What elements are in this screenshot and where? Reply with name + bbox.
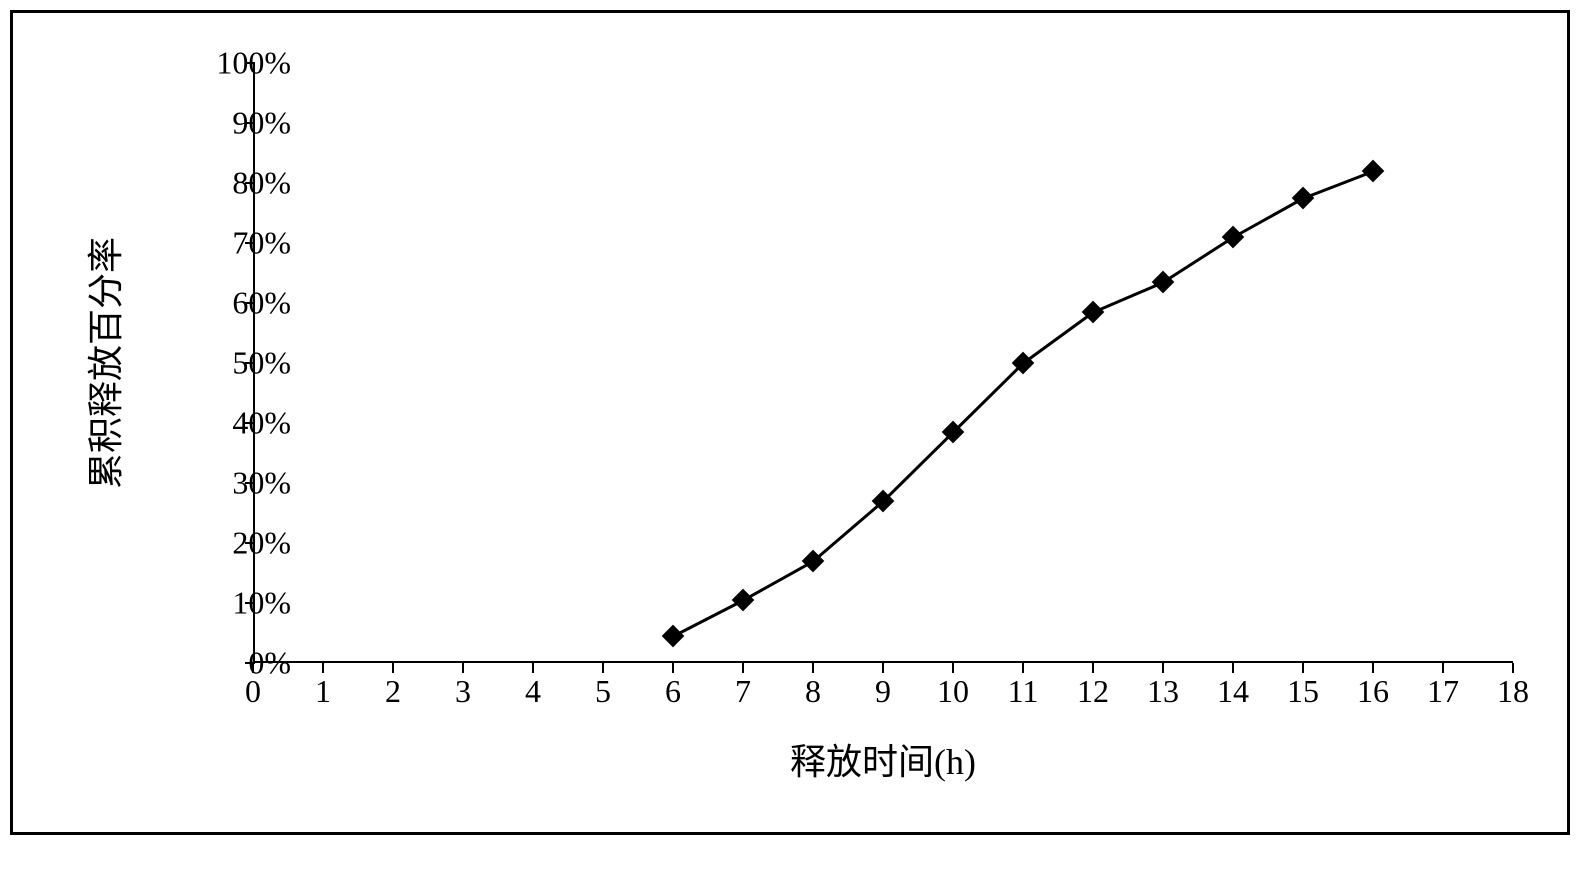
y-tick-label: 60% xyxy=(171,285,291,322)
x-tick-label: 9 xyxy=(875,673,891,710)
x-tick-mark xyxy=(602,663,604,673)
x-tick-label: 15 xyxy=(1287,673,1319,710)
y-tick-mark xyxy=(245,182,255,184)
plot-area xyxy=(253,63,1513,663)
x-tick-label: 3 xyxy=(455,673,471,710)
y-tick-label: 70% xyxy=(171,225,291,262)
y-tick-label: 100% xyxy=(171,45,291,82)
y-tick-mark xyxy=(245,542,255,544)
x-tick-mark xyxy=(672,663,674,673)
x-tick-mark xyxy=(1512,663,1514,673)
x-tick-label: 17 xyxy=(1427,673,1459,710)
x-tick-label: 4 xyxy=(525,673,541,710)
y-tick-label: 30% xyxy=(171,465,291,502)
y-tick-label: 0% xyxy=(171,645,291,682)
y-tick-label: 90% xyxy=(171,105,291,142)
y-tick-mark xyxy=(245,362,255,364)
y-tick-label: 80% xyxy=(171,165,291,202)
x-tick-mark xyxy=(532,663,534,673)
x-tick-mark xyxy=(812,663,814,673)
y-tick-mark xyxy=(245,422,255,424)
chart-border: 累积释放百分率 释放时间(h) 0% 10% 20% 30% 40% 50% 60% 70% 8… xyxy=(10,10,1570,835)
x-tick-label: 13 xyxy=(1147,673,1179,710)
y-axis-label: 累积释放百分率 xyxy=(77,237,129,489)
y-tick-mark xyxy=(245,602,255,604)
chart-container: 累积释放百分率 释放时间(h) 0%10%20%30%40%50%60%70%8… xyxy=(123,33,1563,833)
x-tick-label: 10 xyxy=(937,673,969,710)
x-tick-label: 14 xyxy=(1217,673,1249,710)
x-tick-mark xyxy=(322,663,324,673)
x-tick-mark xyxy=(1302,663,1304,673)
x-tick-mark xyxy=(252,663,254,673)
x-tick-mark xyxy=(1092,663,1094,673)
x-tick-mark xyxy=(882,663,884,673)
x-tick-label: 11 xyxy=(1008,673,1039,710)
x-tick-mark xyxy=(1162,663,1164,673)
x-tick-mark xyxy=(1372,663,1374,673)
y-tick-label: 20% xyxy=(171,525,291,562)
x-tick-mark xyxy=(952,663,954,673)
x-tick-mark xyxy=(462,663,464,673)
x-tick-label: 12 xyxy=(1077,673,1109,710)
x-tick-label: 18 xyxy=(1497,673,1529,710)
y-tick-mark xyxy=(245,122,255,124)
y-tick-mark xyxy=(245,62,255,64)
x-tick-mark xyxy=(1232,663,1234,673)
y-tick-label: 50% xyxy=(171,345,291,382)
y-tick-mark xyxy=(245,482,255,484)
x-tick-label: 0 xyxy=(245,673,261,710)
x-tick-label: 1 xyxy=(315,673,331,710)
x-tick-mark xyxy=(392,663,394,673)
x-axis-label: 释放时间(h) xyxy=(790,733,976,785)
y-tick-label: 40% xyxy=(171,405,291,442)
y-tick-mark xyxy=(245,302,255,304)
x-tick-mark xyxy=(1022,663,1024,673)
x-tick-label: 2 xyxy=(385,673,401,710)
x-tick-label: 7 xyxy=(735,673,751,710)
x-tick-mark xyxy=(1442,663,1444,673)
x-tick-label: 5 xyxy=(595,673,611,710)
x-tick-label: 8 xyxy=(805,673,821,710)
y-tick-mark xyxy=(245,242,255,244)
x-tick-label: 16 xyxy=(1357,673,1389,710)
x-tick-mark xyxy=(742,663,744,673)
x-tick-label: 6 xyxy=(665,673,681,710)
y-tick-label: 10% xyxy=(171,585,291,622)
